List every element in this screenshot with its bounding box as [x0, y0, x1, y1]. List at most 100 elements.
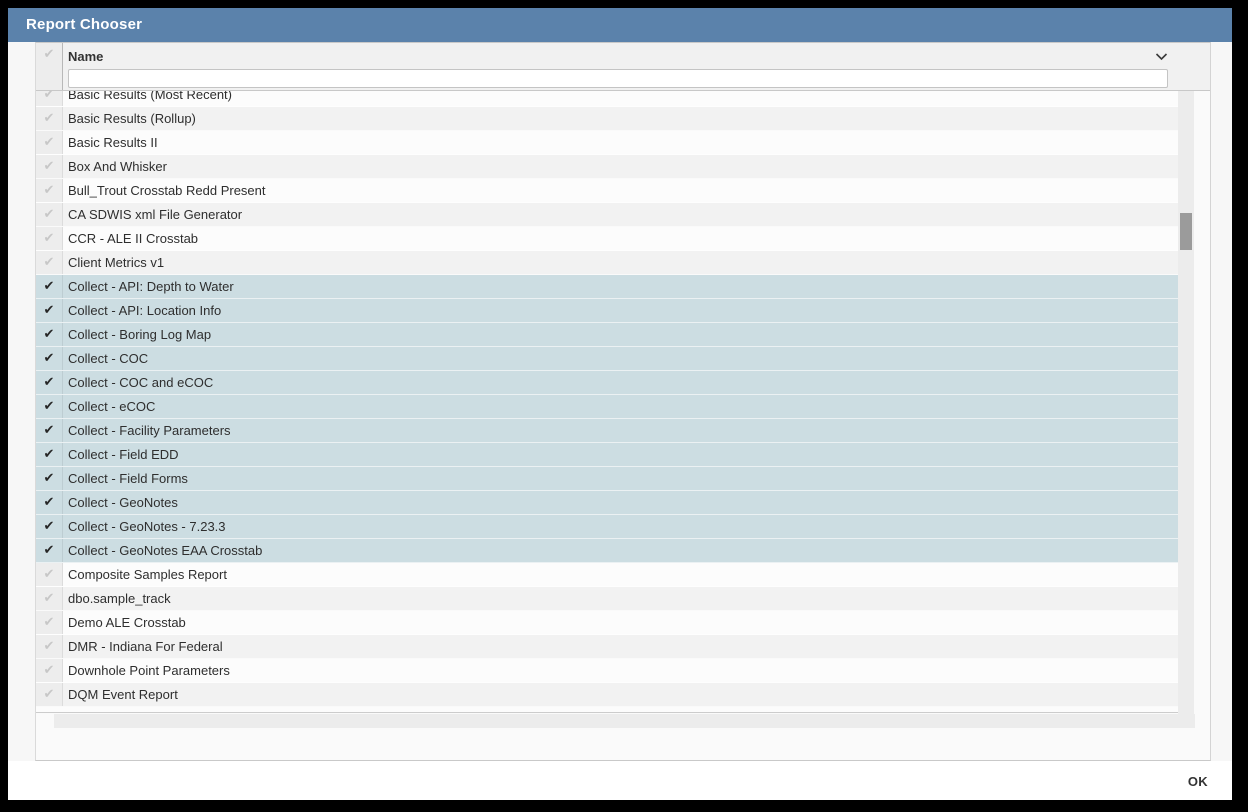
list-item[interactable]: ✔ Box And Whisker	[36, 155, 1178, 179]
row-checkbox[interactable]: ✔	[36, 275, 63, 298]
check-icon: ✔	[43, 399, 55, 414]
list-item[interactable]: ✔ Basic Results (Rollup)	[36, 107, 1178, 131]
row-checkbox[interactable]: ✔	[36, 91, 63, 106]
list-item[interactable]: ✔ CA SDWIS xml File Generator	[36, 203, 1178, 227]
row-checkbox[interactable]: ✔	[36, 491, 63, 514]
list-item[interactable]: ✔ Bull_Trout Crosstab Redd Present	[36, 179, 1178, 203]
row-checkbox[interactable]: ✔	[36, 323, 63, 346]
report-name: DQM Event Report	[68, 687, 178, 702]
report-name: Basic Results (Most Recent)	[68, 91, 232, 102]
dialog-footer: OK	[8, 761, 1232, 800]
list-item[interactable]: ✔ Collect - Facility Parameters	[36, 419, 1178, 443]
list-item[interactable]: ✔ Collect - Field Forms	[36, 467, 1178, 491]
row-checkbox[interactable]: ✔	[36, 179, 63, 202]
row-checkbox[interactable]: ✔	[36, 299, 63, 322]
check-icon: ✔	[43, 159, 55, 174]
check-icon: ✔	[43, 255, 55, 270]
row-checkbox[interactable]: ✔	[36, 539, 63, 562]
list-item[interactable]: ✔ Demo ALE Crosstab	[36, 611, 1178, 635]
report-name: Collect - Facility Parameters	[68, 423, 231, 438]
chevron-down-icon[interactable]	[1155, 52, 1168, 61]
check-icon: ✔	[43, 135, 55, 150]
grid-body: ✔ Basic Results (Most Recent) ✔ Basic Re…	[36, 91, 1178, 712]
horizontal-scrollbar[interactable]	[54, 714, 1195, 728]
row-checkbox[interactable]: ✔	[36, 635, 63, 658]
row-checkbox[interactable]: ✔	[36, 611, 63, 634]
report-name: Collect - GeoNotes	[68, 495, 178, 510]
check-icon: ✔	[43, 519, 55, 534]
row-checkbox[interactable]: ✔	[36, 419, 63, 442]
list-item[interactable]: ✔ Collect - COC and eCOC	[36, 371, 1178, 395]
vertical-scrollbar-thumb[interactable]	[1180, 213, 1192, 250]
check-icon: ✔	[43, 351, 55, 366]
row-checkbox[interactable]: ✔	[36, 347, 63, 370]
row-list: ✔ Basic Results (Most Recent) ✔ Basic Re…	[36, 91, 1178, 707]
list-item[interactable]: ✔ Collect - API: Depth to Water	[36, 275, 1178, 299]
list-item[interactable]: ✔ Collect - Boring Log Map	[36, 323, 1178, 347]
row-checkbox[interactable]: ✔	[36, 563, 63, 586]
check-icon: ✔	[43, 663, 55, 678]
list-item[interactable]: ✔ Basic Results (Most Recent)	[36, 91, 1178, 107]
check-icon: ✔	[43, 303, 55, 318]
vertical-scrollbar[interactable]	[1178, 91, 1194, 728]
list-item[interactable]: ✔ Collect - Field EDD	[36, 443, 1178, 467]
list-item[interactable]: ✔ Collect - API: Location Info	[36, 299, 1178, 323]
report-name: Collect - API: Location Info	[68, 303, 222, 318]
check-icon: ✔	[43, 91, 55, 102]
row-checkbox[interactable]: ✔	[36, 371, 63, 394]
report-name: Collect - COC	[68, 351, 149, 366]
row-checkbox[interactable]: ✔	[36, 131, 63, 154]
report-name: CA SDWIS xml File Generator	[68, 207, 243, 222]
list-item[interactable]: ✔ Client Metrics v1	[36, 251, 1178, 275]
list-item[interactable]: ✔ Collect - GeoNotes - 7.23.3	[36, 515, 1178, 539]
row-checkbox[interactable]: ✔	[36, 227, 63, 250]
list-item[interactable]: ✔ Basic Results II	[36, 131, 1178, 155]
row-checkbox[interactable]: ✔	[36, 443, 63, 466]
list-item[interactable]: ✔ Collect - GeoNotes	[36, 491, 1178, 515]
list-item[interactable]: ✔ Downhole Point Parameters	[36, 659, 1178, 683]
check-icon: ✔	[43, 327, 55, 342]
row-checkbox[interactable]: ✔	[36, 467, 63, 490]
ok-button[interactable]: OK	[1188, 769, 1208, 793]
list-item[interactable]: ✔ Collect - eCOC	[36, 395, 1178, 419]
list-item[interactable]: ✔ DMR - Indiana For Federal	[36, 635, 1178, 659]
report-name: Downhole Point Parameters	[68, 663, 230, 678]
list-item[interactable]: ✔ CCR - ALE II Crosstab	[36, 227, 1178, 251]
report-name: Box And Whisker	[68, 159, 167, 174]
report-name: Collect - API: Depth to Water	[68, 279, 234, 294]
check-icon: ✔	[43, 495, 55, 510]
check-icon: ✔	[43, 231, 55, 246]
check-icon: ✔	[43, 567, 55, 582]
row-checkbox[interactable]: ✔	[36, 587, 63, 610]
dialog-titlebar: Report Chooser	[8, 8, 1232, 42]
name-column-header[interactable]: Name	[68, 49, 104, 64]
list-item[interactable]: ✔ dbo.sample_track	[36, 587, 1178, 611]
row-checkbox[interactable]: ✔	[36, 515, 63, 538]
report-name: Collect - COC and eCOC	[68, 375, 214, 390]
list-item[interactable]: ✔ Collect - GeoNotes EAA Crosstab	[36, 539, 1178, 563]
dialog-title: Report Chooser	[26, 16, 143, 33]
list-item[interactable]: ✔ DQM Event Report	[36, 683, 1178, 707]
list-item[interactable]: ✔ Composite Samples Report	[36, 563, 1178, 587]
check-icon: ✔	[43, 447, 55, 462]
check-icon: ✔	[43, 207, 55, 222]
report-name: Basic Results II	[68, 135, 158, 150]
report-name: Client Metrics v1	[68, 255, 165, 270]
report-grid: ✔ Name ✔ Basic Results (Most Recent) ✔ B…	[35, 42, 1211, 761]
check-icon: ✔	[43, 423, 55, 438]
row-checkbox[interactable]: ✔	[36, 395, 63, 418]
row-checkbox[interactable]: ✔	[36, 683, 63, 706]
row-checkbox[interactable]: ✔	[36, 659, 63, 682]
row-checkbox[interactable]: ✔	[36, 107, 63, 130]
report-name: Collect - GeoNotes - 7.23.3	[68, 519, 226, 534]
list-item[interactable]: ✔ Collect - COC	[36, 347, 1178, 371]
report-name: dbo.sample_track	[68, 591, 171, 606]
row-checkbox[interactable]: ✔	[36, 155, 63, 178]
report-name: Bull_Trout Crosstab Redd Present	[68, 183, 266, 198]
grid-header: ✔ Name	[36, 43, 1210, 91]
dialog-content: ✔ Name ✔ Basic Results (Most Recent) ✔ B…	[8, 42, 1232, 761]
name-filter-input[interactable]	[68, 69, 1168, 88]
select-all-checkbox[interactable]: ✔	[36, 43, 63, 90]
row-checkbox[interactable]: ✔	[36, 251, 63, 274]
row-checkbox[interactable]: ✔	[36, 203, 63, 226]
